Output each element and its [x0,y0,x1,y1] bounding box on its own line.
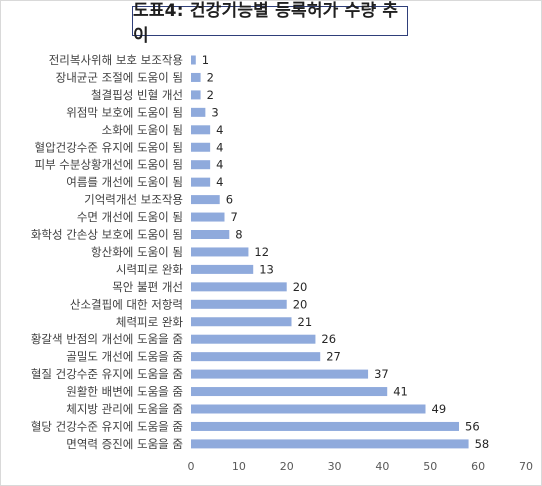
bar [191,387,388,397]
category-label: 혈압건강수준 유지에 도움이 됨 [34,140,183,154]
x-tick-label: 30 [328,460,342,473]
category-label: 여름를 개선에 도움이 됨 [66,175,183,189]
bar [191,125,211,135]
data-label: 13 [259,262,274,276]
bar [191,404,426,414]
category-label: 목안 불편 개선 [112,280,183,294]
bar [191,352,321,362]
data-label: 2 [207,88,214,102]
category-label: 체력피로 완화 [116,315,184,329]
data-label: 2 [207,70,214,84]
x-tick-label: 10 [232,460,246,473]
bar [191,72,201,82]
bar [191,334,316,344]
data-label: 3 [211,105,218,119]
data-label: 20 [293,297,308,311]
bar [191,160,211,170]
bar [191,142,211,152]
data-label: 4 [216,123,223,137]
x-tick-label: 50 [423,460,437,473]
bar [191,107,206,117]
x-tick-label: 60 [471,460,485,473]
x-tick-label: 40 [375,460,389,473]
category-label: 위점막 보호에 도움이 됨 [66,105,183,119]
bar [191,177,211,187]
category-label: 황갈색 반점의 개선에 도움을 줌 [31,332,183,346]
data-label: 58 [475,437,490,451]
bar [191,317,292,327]
data-label: 26 [321,332,336,346]
data-label: 49 [432,402,447,416]
category-label: 원활한 배변에 도움을 줌 [66,385,183,399]
category-label: 전리복사위해 보호 보조작용 [49,53,183,67]
bar [191,247,249,257]
bar [191,369,369,379]
data-label: 27 [326,350,341,364]
bar [191,212,225,222]
category-label: 혈질 건강수준 유지에 도움을 줌 [31,367,183,381]
category-label: 철결핍성 빈혈 개선 [91,88,183,102]
bar [191,195,220,205]
category-label: 시력피로 완화 [116,262,184,276]
bar [191,230,230,239]
x-tick-label: 20 [280,460,294,473]
category-label: 산소결핍에 대한 저항력 [70,297,183,311]
bar [191,90,201,100]
bar [191,55,196,65]
data-label: 56 [465,419,480,433]
data-label: 21 [298,315,313,329]
category-label: 피부 수분상황개선에 도움이 됨 [34,158,183,172]
data-label: 12 [254,245,269,259]
bar [191,299,287,309]
bars-layer: 전리복사위해 보호 보조작용 1 장내균군 조절에 도움이 됨 2 철결핍성 빈혈 개선… [31,53,489,451]
bar [191,421,459,431]
bar [191,282,287,292]
data-label: 1 [202,53,209,67]
data-label: 4 [216,140,223,154]
category-label: 면역력 증진에 도움을 줌 [66,437,183,451]
category-label: 수면 개선에 도움이 됨 [77,210,183,224]
data-label: 4 [216,158,223,172]
data-label: 8 [235,228,242,242]
category-label: 기억력개선 보조작용 [84,193,183,207]
x-tick-label: 70 [519,460,533,473]
category-label: 항산화에 도움이 됨 [91,245,183,259]
category-label: 소화에 도움이 됨 [102,123,183,137]
data-label: 7 [231,210,238,224]
bar [191,264,254,274]
data-label: 4 [216,175,223,189]
data-label: 37 [374,367,389,381]
category-label: 골밀도 개선에 도움을 줌 [66,350,183,364]
category-label: 장내균군 조절에 도움이 됨 [56,70,183,84]
category-label: 혈당 건강수준 유지에 도움을 줌 [31,419,183,433]
data-label: 20 [293,280,308,294]
category-label: 화학성 간손상 보호에 도움이 됨 [31,228,183,242]
x-axis: 0 10 20 30 40 50 60 70 [188,460,534,473]
data-label: 41 [393,385,408,399]
bar [191,439,469,449]
category-label: 체지방 관리에 도움을 줌 [66,402,183,416]
x-tick-label: 0 [188,460,195,473]
data-label: 6 [226,193,233,207]
